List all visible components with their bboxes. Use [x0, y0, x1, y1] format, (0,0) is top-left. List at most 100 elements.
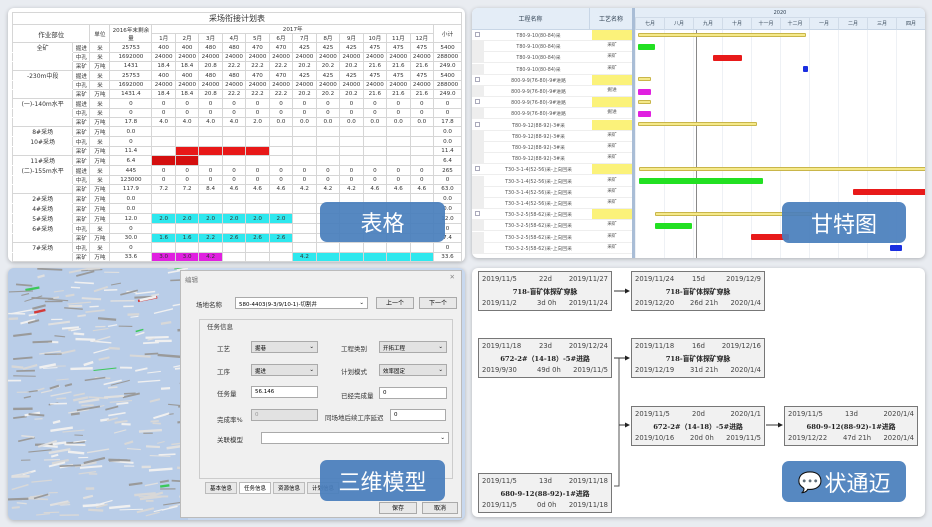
gantt-splitter[interactable]	[632, 8, 635, 258]
task-bar[interactable]	[639, 178, 763, 185]
gantt-row[interactable]: T30-3-2-5(58-62)采-上向回采	[472, 209, 632, 221]
dialog-tab[interactable]: 任务信息	[239, 482, 272, 494]
tunnel-segment	[143, 341, 159, 345]
gantt-row[interactable]: T80-9-10(80-84)采 采矿	[472, 41, 632, 53]
qty-input[interactable]: 56.146	[251, 386, 318, 398]
task-name: T80-9-12(88-92)-3#采	[512, 146, 565, 151]
table-cell: 400	[151, 42, 176, 53]
expand-icon[interactable]	[475, 121, 480, 127]
summary-bar[interactable]	[639, 166, 925, 171]
table-cell	[268, 261, 294, 262]
table-cell: 22.2	[245, 89, 270, 99]
table-cell: 掘进	[72, 165, 91, 176]
table-cell	[11, 233, 74, 243]
summary-bar[interactable]	[638, 77, 652, 82]
table-cell	[151, 203, 176, 214]
tunnel-segment	[135, 331, 145, 337]
task-bar[interactable]	[638, 88, 652, 95]
gantt-row[interactable]: T80-9-10(80-84)采 采矿	[472, 63, 632, 75]
delay-input[interactable]: 0	[390, 409, 446, 421]
expand-icon[interactable]	[475, 211, 480, 217]
gantt-row[interactable]: T30-3-2-5(58-62)采-上向回采 采矿	[472, 242, 632, 254]
3d-model-view[interactable]	[8, 268, 188, 520]
gantt-row[interactable]: T80-9-12(88-92)-3#采 采矿	[472, 130, 632, 142]
table-cell	[315, 155, 341, 166]
network-node[interactable]: 2019/11/18 16d 2019/12/16 718-盲矿体探矿穿脉 2019/1…	[631, 338, 765, 378]
expand-icon[interactable]	[475, 76, 480, 82]
table-cell: 24000	[221, 52, 247, 62]
craft-select[interactable]: 掘巷 ⌄	[251, 341, 318, 353]
task-bar[interactable]	[852, 189, 925, 196]
gantt-row[interactable]: T30-3-1-4(52-56)采-上向回采	[472, 164, 632, 176]
tunnel-segment	[50, 391, 72, 397]
done-input[interactable]: 0	[379, 387, 447, 399]
summary-bar[interactable]	[638, 32, 807, 37]
table-cell: 6.4	[433, 155, 462, 166]
tunnel-segment	[122, 392, 140, 399]
tunnel-segment	[89, 305, 99, 308]
gantt-row[interactable]: 800-9-9(76-80)-9#进路	[472, 74, 632, 86]
close-icon[interactable]: ✕	[449, 273, 455, 281]
gantt-row[interactable]: T30-3-2-5(58-62)采-上向回采 采矿	[472, 220, 632, 232]
network-node[interactable]: 2019/11/18 23d 2019/12/24 672-2#（14-18）-5#进…	[478, 338, 612, 378]
table-cell: 米	[89, 52, 111, 62]
summary-bar[interactable]	[638, 99, 652, 104]
process-select[interactable]: 掘进 ⌄	[251, 364, 318, 376]
expand-icon[interactable]	[475, 166, 480, 172]
tunnel-segment	[110, 379, 130, 386]
network-node[interactable]: 2019/11/5 20d 2020/1/1 672-2#（14-18）-5#进路 20…	[631, 406, 765, 446]
task-bar[interactable]	[713, 54, 743, 61]
table-cell: 2.6	[221, 233, 247, 243]
network-node[interactable]: 2019/11/24 15d 2019/12/9 718-盲矿体探矿穿脉 2019/12…	[631, 271, 765, 311]
gantt-row[interactable]: T30-3-1-4(52-56)采-上向回采 采矿	[472, 175, 632, 187]
table-row: 采矿 万吨 11.4 11.4	[11, 146, 462, 156]
header-remaining: 2016年末剩余量	[109, 24, 153, 43]
table-cell	[362, 155, 388, 166]
gantt-row[interactable]: 800-9-9(76-80)-9#进路 掘进	[472, 108, 632, 120]
gantt-row[interactable]: T80-9-12(88-92)-3#采 采矿	[472, 142, 632, 153]
gantt-row[interactable]: T80-9-12(88-92)-3#采	[472, 119, 632, 131]
gantt-row[interactable]: T30-3-1-4(52-56)采-上向回采 采矿	[472, 186, 632, 198]
network-node[interactable]: 2019/11/5 13d 2019/11/18 680-9-12(88-92)-1#…	[478, 473, 612, 513]
table-cell	[268, 126, 294, 137]
network-node[interactable]: 2019/11/5 22d 2019/11/27 718-盲矿体探矿穿脉 2019/11…	[478, 271, 612, 311]
gantt-row[interactable]: 800-9-9(76-80)-9#进路	[472, 97, 632, 109]
table-cell: 掘进	[72, 42, 91, 53]
task-bar[interactable]	[638, 110, 652, 117]
table-cell: 4.2	[315, 184, 341, 194]
site-select[interactable]: 580-4403(9-3/9/10-1)-切割井 ⌄	[235, 297, 368, 309]
table-cell: 万吨	[89, 146, 111, 156]
network-node[interactable]: 2019/11/5 13d 2020/1/4 680-9-12(88-92)-1#进路…	[784, 406, 918, 446]
table-cell: 米	[89, 80, 111, 90]
gantt-row[interactable]: T30-3-1-4(52-56)采-上向回采 采矿	[472, 198, 632, 209]
expand-icon[interactable]	[475, 32, 480, 37]
next-button[interactable]: 下一个	[419, 297, 457, 309]
tunnel-segment	[43, 511, 60, 514]
category-select[interactable]: 开拓工程 ⌄	[379, 341, 447, 353]
table-row: 11#采场 采矿 万吨 6.4 6.4	[11, 155, 462, 166]
task-name: T80-9-12(88-92)-3#采	[512, 134, 565, 140]
model-select[interactable]: ⌄	[261, 432, 449, 444]
mode-select[interactable]: 效率固定 ⌄	[379, 364, 447, 376]
dialog-tab[interactable]: 资源信息	[273, 482, 306, 494]
task-bar[interactable]	[803, 66, 808, 73]
gantt-row[interactable]: 800-9-9(76-80)-9#进路 掘进	[472, 86, 632, 97]
dialog-tab[interactable]: 基本信息	[205, 482, 238, 494]
gantt-row[interactable]: T80-9-10(80-84)采 采矿	[472, 52, 632, 64]
save-button[interactable]: 保存	[379, 502, 417, 514]
prev-button[interactable]: 上一个	[376, 297, 414, 309]
gantt-row[interactable]: T80-9-12(88-92)-3#采 采矿	[472, 153, 632, 165]
gantt-row[interactable]: T30-3-2-5(58-62)采-上向回采 采矿	[472, 231, 632, 243]
summary-bar[interactable]	[638, 122, 757, 127]
task-bar[interactable]	[638, 43, 656, 50]
table-cell: 万吨	[89, 203, 111, 214]
task-bar[interactable]	[655, 222, 692, 229]
task-bar[interactable]	[751, 234, 789, 241]
expand-icon[interactable]	[475, 99, 480, 105]
cancel-button[interactable]: 取消	[422, 502, 458, 514]
gantt-row[interactable]: T80-9-10(80-84)采	[472, 30, 632, 41]
task-process: 采矿	[607, 244, 617, 250]
table-cell	[198, 261, 223, 262]
table-cell: 425	[292, 70, 317, 81]
task-bar[interactable]	[890, 245, 902, 252]
